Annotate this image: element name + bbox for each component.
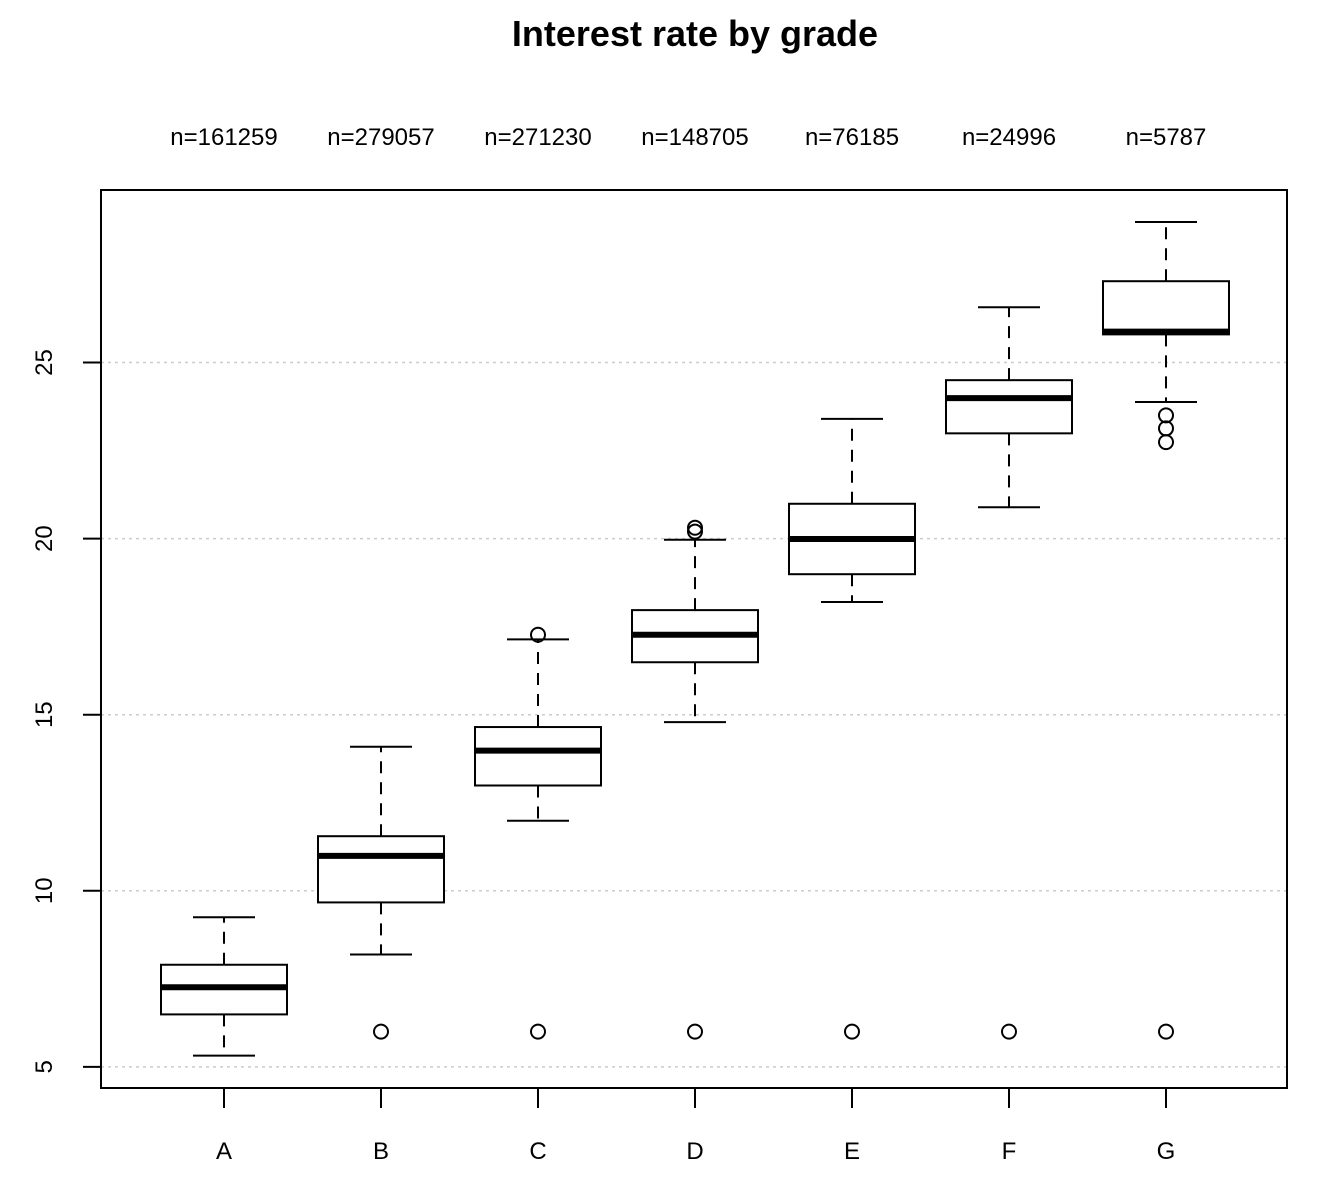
outlier-point [1158,434,1174,451]
chart-title: Interest rate by grade [512,13,878,54]
count-label: n=24996 [962,124,1056,151]
count-labels: n=161259 n=279057 n=271230 n=148705 n=76185 n… [170,124,1206,151]
box-D [631,519,759,1040]
box-iqr [1102,280,1230,336]
outlier-point [530,1023,546,1040]
box-iqr [317,835,445,904]
count-label: n=5787 [1126,124,1207,151]
box-E [788,417,916,1040]
count-label: n=271230 [484,124,591,151]
y-tick-label: 20 [31,525,58,552]
box-iqr [474,726,602,787]
outlier-point [1158,420,1174,437]
outlier-point [1158,1023,1174,1040]
y-tick-label: 5 [31,1060,58,1073]
outlier-point [530,626,546,643]
x-tick-label: D [686,1138,703,1165]
count-label: n=76185 [805,124,899,151]
y-tick-label: 25 [31,349,58,376]
x-axis: A B C D E F G [216,1088,1175,1165]
outlier-point [687,523,703,540]
box-F [945,306,1073,1040]
x-tick-label: A [216,1138,232,1165]
x-tick-label: E [844,1138,860,1165]
x-tick-label: C [529,1138,546,1165]
outlier-point [1001,1023,1017,1040]
y-tick-label: 15 [31,701,58,728]
outlier-point [373,1023,389,1040]
box-A [160,916,288,1057]
outlier-point [687,1023,703,1040]
count-label: n=279057 [327,124,434,151]
gridlines [101,361,1287,1068]
y-axis: 5 10 15 20 25 [31,349,101,1074]
x-tick-label: G [1157,1138,1176,1165]
box-G [1102,221,1230,1040]
box-B [317,745,445,1040]
outlier-point [844,1023,860,1040]
y-tick-label: 10 [31,877,58,904]
boxes [160,221,1230,1057]
outlier-point [1158,407,1174,424]
outlier-point [687,519,703,536]
count-label: n=148705 [641,124,748,151]
count-label: n=161259 [170,124,277,151]
box-C [474,626,602,1040]
box-iqr [945,379,1073,435]
x-tick-label: B [373,1138,389,1165]
x-tick-label: F [1002,1138,1017,1165]
